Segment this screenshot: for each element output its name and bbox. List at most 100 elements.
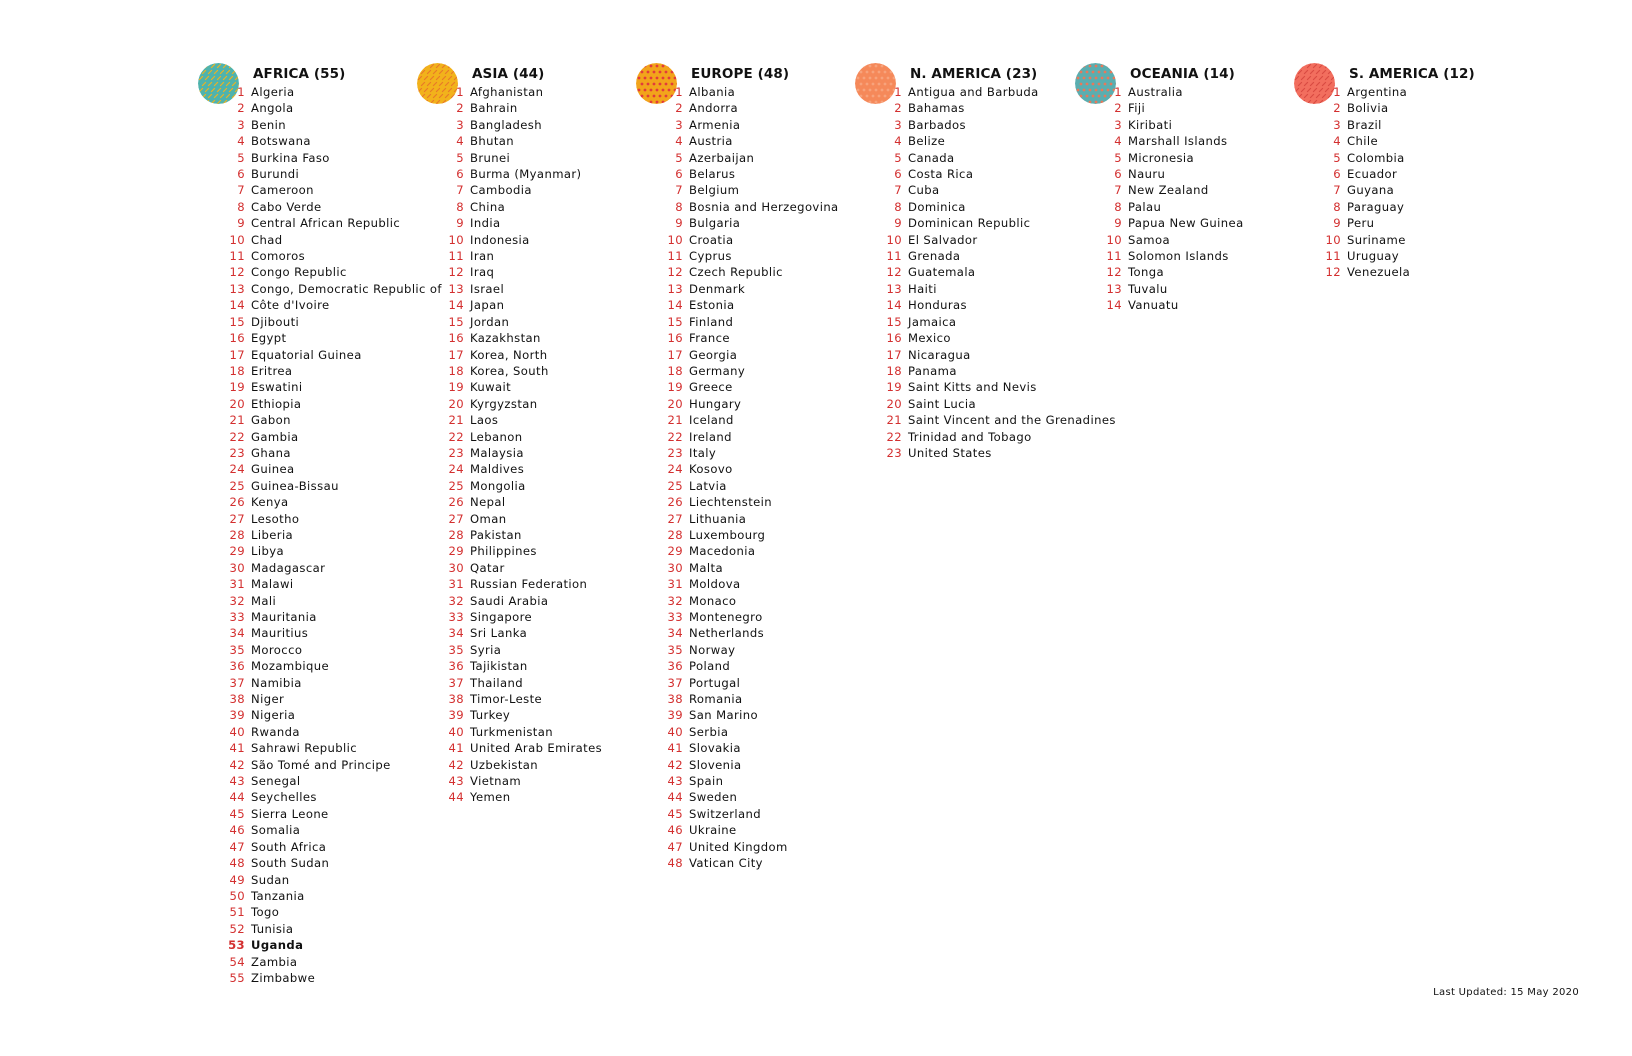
country-item: 12 Czech Republic (665, 264, 839, 280)
country-name: Ghana (251, 445, 291, 460)
country-item: 14 Honduras (884, 297, 1116, 313)
country-item: 10 Suriname (1323, 232, 1410, 248)
country-name: Bahrain (470, 101, 518, 116)
country-name: Andorra (689, 101, 738, 116)
country-name: Paraguay (1347, 199, 1405, 214)
country-number: 18 (667, 363, 683, 378)
country-item: 24 Guinea (227, 461, 442, 477)
country-name: Greece (689, 380, 733, 395)
country-number: 42 (448, 757, 464, 772)
country-name: Eritrea (251, 363, 293, 378)
country-item: 52 Tunisia (227, 921, 442, 937)
country-number: 24 (448, 462, 464, 477)
country-item: 6 Nauru (1104, 166, 1244, 182)
country-name: Egypt (251, 331, 287, 346)
country-item: 7 Belgium (665, 182, 839, 198)
country-name: Cyprus (689, 249, 732, 264)
country-name: Argentina (1347, 85, 1408, 99)
country-name: Cameroon (251, 183, 314, 198)
country-name: Maldives (470, 462, 525, 477)
country-name: Burkina Faso (251, 150, 330, 165)
country-item: 14 Côte d'Ivoire (227, 297, 442, 313)
country-item: 39 Nigeria (227, 707, 442, 723)
country-number: 39 (667, 708, 683, 723)
country-item: 36 Poland (665, 658, 839, 674)
country-number: 44 (667, 790, 683, 805)
country-item: 29 Philippines (446, 543, 602, 559)
continent-heading: ASIA (44) (472, 66, 545, 82)
country-name: Rwanda (251, 724, 300, 739)
country-item: 12 Tonga (1104, 264, 1244, 280)
country-number: 39 (448, 708, 464, 723)
country-number: 12 (1325, 265, 1341, 280)
country-number: 14 (667, 298, 683, 313)
country-item: 14 Vanuatu (1104, 297, 1244, 313)
country-name: Bangladesh (470, 117, 542, 132)
country-item: 20 Kyrgyzstan (446, 396, 602, 412)
country-number: 15 (229, 314, 245, 329)
country-item: 31 Russian Federation (446, 576, 602, 592)
country-number: 12 (886, 265, 902, 280)
country-number: 32 (667, 593, 683, 608)
country-name: Georgia (689, 347, 738, 362)
country-item: 40 Turkmenistan (446, 724, 602, 740)
country-item: 9 Central African Republic (227, 215, 442, 231)
country-name: Zimbabwe (251, 970, 316, 985)
country-item: 47 United Kingdom (665, 839, 839, 855)
country-number: 37 (229, 675, 245, 690)
country-name: Bhutan (470, 134, 515, 149)
country-name: Malawi (251, 577, 294, 592)
country-name: United Arab Emirates (470, 741, 603, 756)
country-name: Gabon (251, 413, 291, 428)
country-item: 23 United States (884, 445, 1116, 461)
country-number: 2 (456, 101, 464, 116)
country-item: 9 Papua New Guinea (1104, 215, 1244, 231)
country-item: 28 Luxembourg (665, 527, 839, 543)
country-number: 36 (448, 659, 464, 674)
country-number: 12 (229, 265, 245, 280)
country-number: 53 (228, 938, 245, 953)
country-number: 41 (229, 741, 245, 756)
country-item: 1 Albania (665, 84, 839, 100)
country-name: Ethiopia (251, 396, 302, 411)
country-number: 23 (448, 445, 464, 460)
country-name: Saint Vincent and the Grenadines (908, 413, 1116, 428)
country-name: Turkmenistan (470, 724, 553, 739)
country-number: 30 (448, 560, 464, 575)
country-number: 14 (229, 298, 245, 313)
country-name: Belize (908, 134, 946, 149)
country-name: Cabo Verde (251, 199, 322, 214)
country-number: 28 (667, 527, 683, 542)
country-number: 45 (667, 806, 683, 821)
country-item: 26 Kenya (227, 494, 442, 510)
country-name: New Zealand (1128, 183, 1209, 198)
country-item: 24 Kosovo (665, 461, 839, 477)
country-number: 2 (1333, 101, 1341, 116)
country-name: Dominica (908, 199, 966, 214)
country-number: 47 (229, 839, 245, 854)
country-name: South Africa (251, 839, 327, 854)
country-number: 13 (886, 281, 902, 296)
country-name: Kenya (251, 495, 289, 510)
country-number: 8 (1114, 199, 1122, 214)
country-item: 45 Switzerland (665, 806, 839, 822)
country-item: 4 Botswana (227, 133, 442, 149)
country-item: 18 Korea, South (446, 363, 602, 379)
country-item: 20 Hungary (665, 396, 839, 412)
country-name: Iran (470, 249, 495, 264)
country-number: 14 (1106, 298, 1122, 313)
country-number: 38 (667, 692, 683, 707)
country-number: 34 (229, 626, 245, 641)
country-item: 45 Sierra Leone (227, 806, 442, 822)
country-name: Brazil (1347, 117, 1382, 132)
country-item: 21 Saint Vincent and the Grenadines (884, 412, 1116, 428)
country-number: 6 (1114, 167, 1122, 182)
country-name: Pakistan (470, 527, 522, 542)
country-number: 4 (1114, 134, 1122, 149)
country-item: 10 Chad (227, 232, 442, 248)
country-item: 18 Germany (665, 363, 839, 379)
country-item: 30 Madagascar (227, 560, 442, 576)
country-item: 34 Mauritius (227, 625, 442, 641)
country-name: Ecuador (1347, 167, 1398, 182)
country-number: 34 (667, 626, 683, 641)
